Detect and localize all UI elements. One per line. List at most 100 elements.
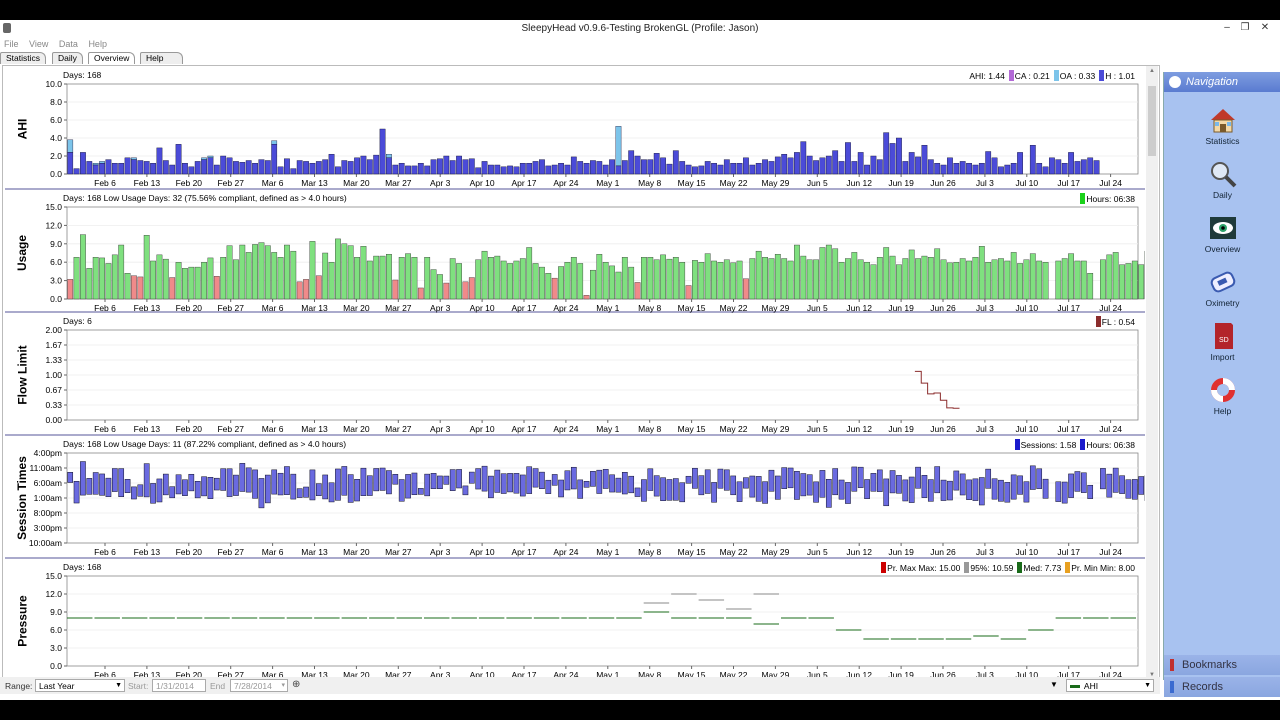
scroll-up-icon[interactable]: ▲	[1149, 68, 1155, 74]
close-button[interactable]: ✕	[1260, 22, 1270, 33]
usage-bar	[1106, 254, 1113, 300]
ahi-bar	[545, 165, 552, 175]
graph-flow[interactable]: Flow Limit Days: 6 2.00 1.67 1.33 1.00 0.67 0.3…	[5, 314, 1145, 436]
start-date-field[interactable]: 1/31/2014	[152, 679, 206, 692]
menu-data[interactable]: Data	[58, 39, 78, 49]
maximize-button[interactable]: ❐	[1240, 22, 1250, 33]
usage-bar	[902, 258, 909, 300]
ahi-bar	[386, 157, 392, 175]
x-tick-label: Apr 24	[553, 178, 578, 188]
sidebar-item-daily[interactable]: Daily	[1164, 160, 1280, 200]
range-select[interactable]: Last Year ▼	[35, 679, 125, 692]
menu-help[interactable]: Help	[88, 39, 107, 49]
y-tick-label: 3.0	[50, 643, 62, 653]
usage-bar	[424, 257, 431, 300]
ahi-bar	[322, 159, 329, 175]
usage-bar	[105, 263, 112, 300]
usage-bar	[80, 234, 86, 300]
session-bar	[806, 474, 813, 496]
sidebar-item-oximetry[interactable]: Oximetry	[1164, 268, 1280, 308]
usage-bar	[653, 259, 660, 300]
ahi-bar	[500, 166, 507, 175]
sidebar-records[interactable]: Records	[1164, 677, 1280, 697]
sidebar-bookmarks[interactable]: Bookmarks	[1164, 655, 1280, 675]
minimize-button[interactable]: –	[1224, 22, 1230, 33]
ahi-oa-bar	[92, 162, 99, 166]
usage-bar	[991, 259, 998, 300]
ahi-bar	[953, 162, 960, 175]
sidebar-item-help[interactable]: Help	[1164, 376, 1280, 416]
ahi-bar	[558, 162, 564, 175]
ahi-bar	[628, 150, 635, 175]
scroll-down-icon[interactable]: ▼	[1149, 672, 1155, 678]
y-tick-label: 8.0	[50, 97, 62, 107]
ahi-bar	[825, 155, 832, 175]
sidebar-item-statistics[interactable]: Statistics	[1164, 106, 1280, 146]
x-tick-label: May 22	[720, 547, 748, 557]
metric-select[interactable]: AHI ▼	[1066, 679, 1154, 692]
usage-bar	[908, 249, 915, 300]
session-bar	[277, 472, 284, 496]
session-bar	[468, 471, 475, 484]
ahi-bar	[845, 142, 851, 175]
session-bar	[322, 474, 329, 500]
vertical-scrollbar[interactable]: ▲ ▼	[1146, 66, 1158, 682]
tab-help-browser[interactable]: Help Browser	[140, 52, 184, 74]
usage-bar	[398, 257, 405, 300]
graph-usage[interactable]: Usage Days: 168 Low Usage Days: 32 (75.56…	[5, 191, 1145, 313]
graph-pressure[interactable]: Pressure Days: 168 15.0 12.0 9.0 6.0 3.0 0.0 Feb…	[5, 560, 1145, 682]
session-bar	[1068, 473, 1074, 498]
layout-dropdown-icon[interactable]: ▼	[1050, 680, 1058, 689]
tab-overview[interactable]: Overview	[88, 52, 136, 64]
usage-bar	[934, 248, 941, 300]
graph-ahi[interactable]: AHI Days: 168 10.0 8.0 6.0 4.0 2.0 0.0 Feb 6 Feb …	[5, 68, 1145, 190]
ahi-bar	[264, 160, 271, 175]
end-date-field[interactable]: 7/28/2014 ▾	[230, 679, 288, 692]
usage-bar	[411, 257, 418, 300]
oa-legend: OA : 0.33	[1059, 71, 1096, 81]
x-tick-label: Mar 27	[385, 547, 412, 557]
ahi-bar	[315, 161, 322, 175]
usage-bar	[143, 235, 150, 300]
session-bar	[679, 482, 686, 503]
session-bar	[889, 470, 896, 494]
sidebar-item-import[interactable]: SD Import	[1164, 322, 1280, 362]
ahi-bar	[131, 159, 137, 175]
scroll-thumb[interactable]	[1148, 86, 1156, 156]
sidebar-item-overview[interactable]: Overview	[1164, 214, 1280, 254]
x-tick-label: Apr 10	[470, 547, 495, 557]
ahi-bar	[137, 160, 144, 175]
ahi-bar	[366, 159, 373, 175]
session-bar	[1055, 481, 1062, 502]
tab-statistics[interactable]: Statistics	[0, 52, 47, 64]
usage-bar	[111, 254, 118, 300]
graph-canvas: 4:00pm 11:00am 6:00am 1:00am 8:00pm 3:00pm 10:…	[29, 448, 1145, 557]
x-tick-label: May 15	[678, 178, 706, 188]
records-label: Records	[1182, 681, 1223, 693]
y-tick-label: 6.0	[50, 115, 62, 125]
refresh-icon[interactable]: ⊕	[292, 679, 301, 690]
ahi-bar	[277, 166, 284, 175]
graph-sessions[interactable]: Session Times Days: 168 Low Usage Days: 1…	[5, 437, 1145, 559]
usage-bar	[749, 258, 756, 300]
usage-bar	[226, 245, 233, 300]
y-tick-label: 0.0	[50, 169, 62, 179]
session-bar	[908, 476, 915, 503]
ahi-bar	[1055, 159, 1062, 175]
tab-daily[interactable]: Daily	[52, 52, 83, 64]
session-bar	[417, 488, 424, 495]
session-bar	[1061, 481, 1068, 504]
session-bar	[1087, 484, 1094, 499]
menu-file[interactable]: File	[4, 39, 19, 49]
x-tick-label: Jun 19	[888, 547, 914, 557]
ahi-bar	[1049, 157, 1055, 175]
session-bar	[226, 468, 233, 497]
x-tick-label: May 8	[638, 424, 661, 434]
session-bar	[411, 472, 418, 496]
menu-view[interactable]: View	[29, 39, 49, 49]
usage-bar	[194, 266, 201, 300]
session-bar	[813, 481, 819, 503]
x-tick-label: May 22	[720, 670, 748, 680]
x-tick-label: Apr 10	[470, 303, 495, 313]
ahi-bar	[609, 159, 615, 175]
